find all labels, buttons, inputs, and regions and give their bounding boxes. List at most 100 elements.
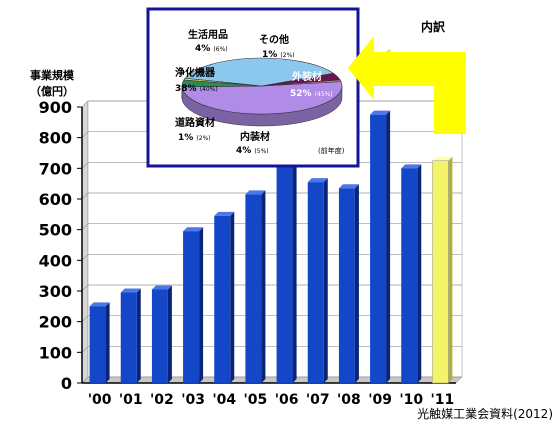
pie-slice-value: 4% (6%) xyxy=(195,44,228,54)
pie-slice-value: 1% (2%) xyxy=(262,50,295,60)
grid-line xyxy=(81,253,462,261)
y-tick-label: 300 xyxy=(39,282,72,301)
bar-top xyxy=(401,164,422,169)
pie-chart: 外装材 52% (45%) 内装材 4% (5%) 道路資材 1% (2%) 浄化機器 38%… xyxy=(175,28,345,156)
pie-slice-label: 浄化機器 xyxy=(175,66,216,79)
x-tick-label: '07 xyxy=(306,392,330,408)
bar xyxy=(432,156,453,384)
x-tick-label: '08 xyxy=(337,392,361,408)
pie-title: 内訳 xyxy=(421,19,446,34)
callout-arrow-head xyxy=(348,36,434,100)
bar-side xyxy=(448,156,453,383)
bar-front xyxy=(183,231,200,383)
pie-slice xyxy=(184,57,335,87)
bar xyxy=(401,164,422,383)
y-tick-label: 600 xyxy=(39,190,72,209)
x-tick-label: '11 xyxy=(431,392,455,408)
y-axis-label: 事業規模 xyxy=(30,68,75,82)
pie-slice-prev-value: (2%) xyxy=(196,135,210,142)
x-tick-label: '05 xyxy=(244,392,268,408)
bar-side xyxy=(354,184,359,383)
y-tick-label: 0 xyxy=(61,374,72,393)
grid-line xyxy=(81,376,462,384)
bar-top xyxy=(432,156,453,161)
pie-slice xyxy=(181,81,343,115)
bar-top xyxy=(89,302,110,307)
bar-top xyxy=(151,285,172,290)
bar-top xyxy=(214,211,235,216)
bar-front xyxy=(276,146,293,383)
pie-slice-prev-value: (6%) xyxy=(213,46,227,53)
x-tick-label: '02 xyxy=(150,392,174,408)
bar xyxy=(276,142,297,383)
pie-slice xyxy=(261,79,342,87)
bar-front xyxy=(89,306,106,383)
y-tick-label: 500 xyxy=(39,221,72,240)
grid-line xyxy=(81,223,462,230)
pie-slice-label: 道路資材 xyxy=(175,116,215,129)
pie-slice-prev-value: (45%) xyxy=(315,91,333,98)
bar-top xyxy=(307,178,328,183)
pie-slice-value: 52% (45%) xyxy=(290,89,333,99)
bar-front xyxy=(120,292,137,383)
bar-front xyxy=(245,194,262,383)
y-tick-label: 100 xyxy=(39,343,72,362)
y-axis-unit: （億円） xyxy=(30,84,74,98)
x-tick-label: '04 xyxy=(212,392,236,408)
y-tick-label: 400 xyxy=(39,251,72,270)
bar-front xyxy=(151,289,168,383)
pie-slice-label: 生活用品 xyxy=(188,28,228,41)
grid-line xyxy=(81,345,462,353)
y-tick-label: 800 xyxy=(39,129,72,148)
pie-slice-prev-value: (40%) xyxy=(200,86,218,93)
source-note: 光触媒工業会資料(2012) xyxy=(417,407,553,421)
bar xyxy=(183,227,204,383)
bar xyxy=(89,302,110,383)
bar-side xyxy=(261,190,266,383)
pie-slice-value: 38% (40%) xyxy=(175,84,218,94)
y-tick-label: 900 xyxy=(39,98,72,117)
bar-top xyxy=(370,110,391,115)
bar-front xyxy=(214,215,231,383)
grid-line xyxy=(81,315,462,322)
x-tick-label: '00 xyxy=(88,392,112,408)
bar xyxy=(214,211,235,383)
grid-line xyxy=(81,192,462,200)
bar-top xyxy=(338,184,359,189)
bar xyxy=(245,190,266,383)
bar-side xyxy=(136,288,141,383)
bar-front xyxy=(370,114,387,384)
pie-slice-value: 4% (5%) xyxy=(236,146,269,156)
pie-slice-value: 1% (2%) xyxy=(178,133,211,143)
pie-slice-label: 内装材 xyxy=(240,130,270,143)
pie-slice-prev-value: (2%) xyxy=(280,52,294,59)
pie-slice-prev-value: (5%) xyxy=(254,148,268,155)
bar-side xyxy=(105,302,110,383)
bar-side xyxy=(230,211,235,383)
bar-side xyxy=(386,110,391,384)
bar xyxy=(370,110,391,384)
bar xyxy=(151,285,172,383)
x-tick-label: '03 xyxy=(181,392,205,408)
plot-side-wall xyxy=(81,100,89,384)
pie-slice-label: その他 xyxy=(259,33,289,46)
bar-front xyxy=(432,160,449,384)
bar-side xyxy=(292,142,297,383)
bar xyxy=(338,184,359,383)
bar-side xyxy=(323,178,328,383)
x-tick-label: '09 xyxy=(368,392,392,408)
bar-side xyxy=(417,164,422,383)
bar-top xyxy=(183,227,204,232)
pie-slice-label: 外装材 xyxy=(291,70,322,83)
bar xyxy=(120,288,141,383)
grid-line xyxy=(81,284,462,292)
x-tick-label: '10 xyxy=(399,392,423,408)
y-tick-label: 700 xyxy=(39,159,72,178)
bar-top xyxy=(120,288,141,293)
x-tick-label: '06 xyxy=(275,392,299,408)
bar xyxy=(307,178,328,383)
bar-side xyxy=(167,285,172,383)
bar-front xyxy=(401,168,418,383)
y-tick-label: 200 xyxy=(39,313,72,332)
